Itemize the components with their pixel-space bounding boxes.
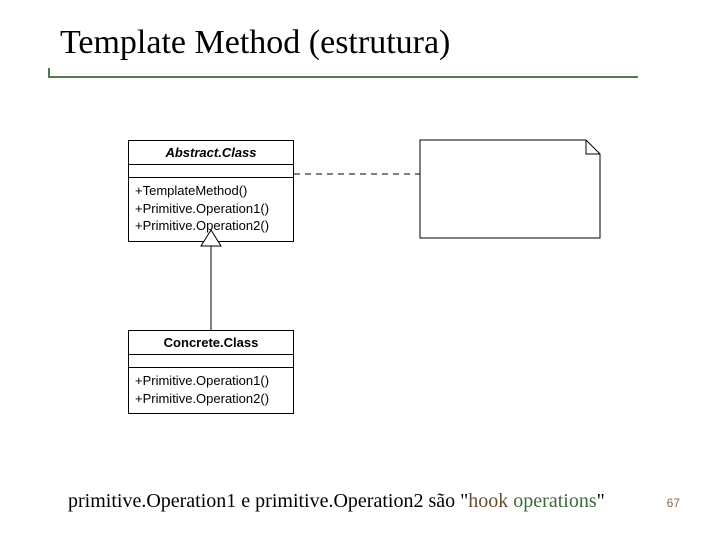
title-underline: [48, 76, 638, 78]
uml-diagram: Abstract.Class +TemplateMethod() +Primit…: [120, 140, 610, 450]
caption-prefix: primitive.Operation1 e primitive.Operati…: [68, 490, 468, 512]
caption-suffix: ": [597, 490, 605, 512]
caption-hook1: hook: [468, 490, 513, 512]
caption-text: primitive.Operation1 e primitive.Operati…: [68, 490, 605, 513]
caption-hook2: operations: [513, 490, 596, 512]
title-tick: [48, 68, 50, 76]
slide-title: Template Method (estrutura): [60, 24, 450, 62]
page-number: 67: [667, 496, 680, 510]
connectors-svg: [120, 140, 610, 450]
